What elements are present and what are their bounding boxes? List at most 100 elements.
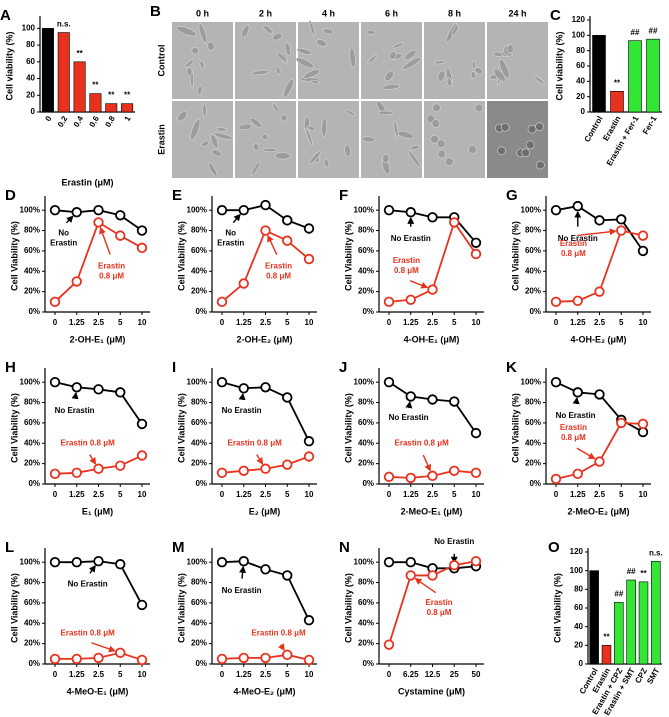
data-point (216, 204, 228, 216)
y-axis-label: Cell Viability (%) (343, 221, 353, 291)
cell (197, 85, 203, 95)
series-label: Erastin 0.8 μM (265, 261, 292, 280)
series-label: Erastin 0.8 μM (228, 438, 283, 447)
y-tick-label: 120 (572, 15, 586, 24)
data-point (93, 204, 104, 216)
cell (392, 42, 405, 49)
y-tick-label: 60% (191, 246, 207, 255)
x-tick-label: 10 (305, 318, 314, 327)
y-tick-label: 80 (576, 46, 585, 55)
column-label: 8 h (448, 8, 461, 18)
panel-letter: J (339, 359, 347, 376)
x-axis-label: 4-MeO-E₂ (μM) (233, 686, 295, 696)
y-tick-label: 20 (574, 640, 583, 649)
cell (251, 69, 270, 76)
bar (628, 40, 642, 113)
series-label: No Erastin (68, 580, 108, 589)
y-tick-label: 20 (26, 90, 35, 99)
y-tick-label: 80% (191, 226, 207, 235)
cell (308, 150, 322, 165)
panel-letter: A (0, 7, 11, 24)
x-tick-label: 2.5 (93, 318, 105, 327)
x-tick-label: 2.5 (260, 318, 272, 327)
micrograph (487, 22, 548, 99)
x-tick-label: 2.5 (427, 318, 439, 327)
bar (626, 579, 636, 665)
data-point (383, 204, 395, 216)
panel-letter: L (5, 539, 14, 556)
y-tick-label: 60% (358, 598, 374, 607)
label-arrow (239, 565, 247, 579)
x-axis-label: E₂ (μM) (249, 506, 281, 516)
y-axis-label: Cell Viability (%) (9, 573, 19, 643)
data-point (71, 653, 82, 665)
panel-letter: E (172, 187, 182, 204)
data-point (470, 248, 482, 260)
series-label: Erastin 0.8 μM (425, 598, 452, 617)
data-point (405, 556, 416, 568)
series-label: Erastin 0.8 μM (98, 261, 125, 280)
column-label: 4 h (322, 8, 335, 18)
bar (592, 35, 606, 113)
x-axis-label: 2-MeO-E₂ (μM) (567, 506, 629, 516)
data-point (216, 467, 228, 479)
y-tick-label: 80% (525, 398, 541, 407)
bar (638, 581, 649, 665)
series-label: Erastin 0.8 μM (395, 438, 450, 447)
x-tick-label: 10 (138, 318, 147, 327)
cell (295, 57, 315, 69)
cell (434, 60, 446, 65)
cell (446, 77, 453, 87)
panel-letter: D (5, 187, 16, 204)
data-point (449, 560, 460, 571)
x-tick-label: 5 (118, 318, 123, 327)
cell (201, 140, 210, 148)
y-tick-label: 40% (191, 266, 207, 275)
data-point (93, 463, 104, 474)
panel-letter: B (150, 3, 161, 20)
label-arrow (422, 454, 432, 472)
x-tick-label: 1.25 (69, 670, 85, 679)
y-tick-label: 20% (24, 459, 40, 468)
data-point (405, 472, 416, 484)
y-tick-label: 0% (195, 659, 207, 668)
label-arrow (65, 215, 74, 224)
label-arrow (576, 447, 596, 460)
cell (284, 42, 291, 56)
y-tick-label: 60% (191, 418, 207, 427)
column-label: 2 h (259, 8, 272, 18)
y-tick-label: 0% (529, 479, 541, 488)
cell (213, 132, 234, 140)
cell (533, 75, 545, 85)
data-point (383, 376, 395, 388)
data-point (594, 286, 605, 297)
bar (41, 28, 54, 113)
data-point (282, 215, 293, 226)
data-point (427, 284, 438, 295)
y-axis-label: Cell Viability (%) (9, 393, 19, 463)
y-tick-label: 100% (187, 377, 207, 386)
cell (384, 70, 394, 82)
series-label: No Erastin (389, 413, 429, 422)
y-tick-label: 100% (521, 377, 541, 386)
x-tick-label: 1.25 (403, 318, 419, 327)
bar (610, 91, 624, 113)
y-tick-label: 0 (31, 107, 36, 116)
y-tick-label: 40% (358, 266, 374, 275)
y-tick-label: 0% (529, 307, 541, 316)
y-tick-label: 100 (572, 30, 586, 39)
data-point (93, 217, 104, 228)
data-point (216, 556, 228, 568)
x-tick-label: 10 (305, 670, 314, 679)
panel-letter: I (172, 359, 176, 376)
y-tick-label: 60% (24, 246, 40, 255)
data-point (282, 649, 293, 661)
cell (344, 109, 356, 116)
label-arrow (232, 213, 241, 224)
y-tick-label: 100% (354, 557, 374, 566)
panel-letter: O (548, 539, 560, 556)
data-point (216, 376, 228, 388)
bar (121, 103, 134, 113)
data-point (572, 387, 583, 398)
bar (73, 61, 86, 113)
